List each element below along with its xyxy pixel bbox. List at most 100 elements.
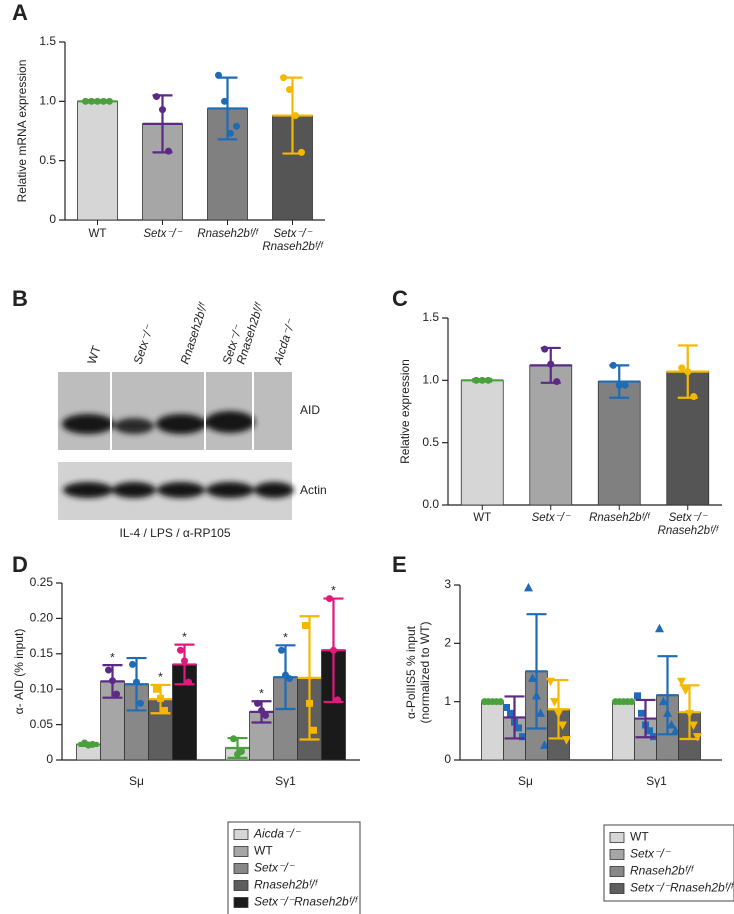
- data-point: [659, 696, 668, 706]
- legend-swatch: [609, 849, 625, 860]
- legend-box: [603, 824, 734, 902]
- data-point: [221, 97, 228, 105]
- error-bar: [612, 699, 635, 704]
- data-point: [153, 685, 160, 693]
- x-tick-label: Setx⁻/⁻ Rnaseh2bᶠ/ᶠ: [262, 228, 323, 253]
- significance-mark: *: [182, 630, 187, 644]
- data-point: [646, 727, 653, 735]
- data-point: [310, 726, 317, 734]
- y-tick-label: 1: [444, 694, 451, 708]
- x-tick-label: Sγ1: [275, 774, 296, 788]
- data-point: [678, 364, 686, 372]
- y-axis-label: (normalized to WT): [418, 621, 432, 723]
- legend-box: [227, 821, 361, 914]
- y-tick-label: 1.0: [422, 373, 439, 387]
- error-bar: [76, 741, 101, 747]
- data-point: [689, 721, 698, 730]
- y-tick-label: 0.10: [30, 681, 54, 695]
- error-bar: [172, 643, 197, 686]
- x-tick-label: Sγ1: [646, 774, 667, 788]
- y-axis-label: Relative mRNA expression: [15, 60, 29, 203]
- x-tick-label-box: WT: [473, 512, 492, 524]
- x-tick-label: Setx⁻/⁻ Rnaseh2bᶠ/ᶠ: [657, 512, 718, 537]
- error-bar: [634, 698, 657, 739]
- y-tick-label: 0.5: [422, 435, 439, 449]
- legend-swatch: [233, 880, 249, 891]
- data-point: [278, 646, 285, 654]
- data-point: [137, 699, 144, 707]
- data-point: [634, 692, 641, 700]
- error-bar: [666, 344, 709, 399]
- data-point: [177, 646, 184, 654]
- y-tick-label: 0.15: [30, 646, 54, 660]
- error-bar: [547, 678, 570, 740]
- y-axis-label: α- AID (% input): [12, 629, 26, 715]
- legend-label: Rnaseh2bᶠ/ᶠ: [254, 878, 319, 892]
- y-tick-label: 0.0: [422, 497, 439, 511]
- x-tick-label-box: Setx⁻/⁻ Rnaseh2bᶠ/ᶠ: [262, 228, 323, 253]
- data-point: [519, 733, 526, 741]
- data-point: [540, 740, 549, 749]
- blot-caption: IL-4 / LPS / α-RP105: [120, 526, 231, 540]
- data-point: [671, 725, 680, 735]
- significance-mark: *: [331, 584, 336, 598]
- x-tick-label: Sμ: [129, 774, 144, 788]
- legend-swatch: [233, 829, 249, 840]
- y-tick-label: 0.25: [30, 575, 54, 589]
- y-axis-label: Relative expression: [398, 359, 412, 464]
- panel-letter: E: [392, 552, 407, 577]
- legend-label: Setx⁻/⁻Rnaseh2bᶠ/ᶠ: [630, 881, 734, 895]
- significance-mark: *: [283, 630, 288, 644]
- chart-panel: Eα-PolIIS5 % input (normalized to WT) 0 1 2 3…: [392, 552, 734, 902]
- error-bar: [503, 695, 526, 740]
- band-label: AID: [300, 403, 320, 417]
- y-tick-label: 2: [444, 636, 451, 650]
- data-point: [693, 733, 702, 742]
- error-bar: [461, 377, 504, 383]
- data-point: [302, 621, 309, 629]
- data-point: [528, 673, 537, 682]
- bar: [529, 364, 573, 506]
- legend-label: Setx⁻/⁻: [630, 847, 672, 861]
- x-tick-label: Sμ: [518, 774, 533, 788]
- legend-label: Rnaseh2bᶠ/ᶠ: [630, 864, 695, 878]
- data-point: [638, 709, 645, 717]
- error-bar: [678, 684, 701, 741]
- panel-letter: D: [12, 552, 28, 577]
- legend-swatch: [609, 832, 625, 843]
- bar: [481, 701, 504, 761]
- legend-label: Aicda⁻/⁻: [253, 827, 302, 841]
- data-point: [677, 677, 686, 687]
- data-point: [550, 698, 559, 707]
- blot-bands: [62, 411, 294, 498]
- error-bar: [481, 699, 504, 704]
- y-tick-label: 0.05: [30, 717, 54, 731]
- data-point: [690, 393, 698, 401]
- data-point: [667, 720, 676, 729]
- legend-swatch: [233, 863, 249, 874]
- legend-label: WT: [254, 844, 273, 858]
- error-bar: [598, 364, 641, 399]
- panel-letter: A: [12, 0, 28, 25]
- blot-aid-background: [58, 372, 292, 450]
- y-tick-label: 1.5: [422, 310, 439, 324]
- error-bar: [124, 656, 149, 712]
- lane-label: Aicda⁻/⁻: [270, 316, 298, 367]
- significance-mark: *: [110, 650, 115, 664]
- legend-swatch: [233, 846, 249, 857]
- chart-panel: C Relative expression 0.0 0.5 1.0 1.5 WT Setx⁻/…: [392, 286, 722, 537]
- error-bar: [142, 94, 183, 154]
- error-bar: [225, 736, 250, 759]
- y-tick-label: 0: [444, 752, 451, 766]
- legend-swatch: [233, 897, 249, 908]
- y-tick-label: 1.0: [39, 94, 56, 108]
- x-tick-label-box: Rnaseh2bᶠ/ᶠ: [589, 512, 650, 524]
- x-tick-label: WT: [473, 512, 492, 524]
- x-tick-label: Setx⁻/⁻: [531, 512, 570, 524]
- data-point: [655, 623, 664, 633]
- significance-mark: *: [158, 670, 163, 684]
- data-point: [262, 711, 269, 719]
- error-bar: [525, 613, 548, 730]
- x-tick-label: Rnaseh2bᶠ/ᶠ: [589, 512, 650, 524]
- y-tick-label: 0.5: [39, 153, 56, 167]
